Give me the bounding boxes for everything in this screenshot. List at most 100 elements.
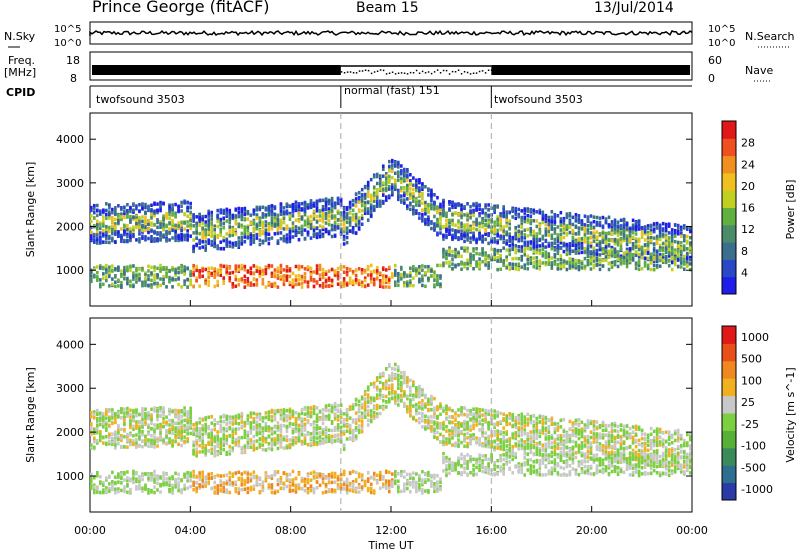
power-cell [433, 206, 436, 211]
power-cell [264, 220, 268, 224]
power-cell [649, 257, 653, 261]
power-cell [186, 214, 189, 218]
power-cell [198, 216, 201, 220]
power-cell [174, 233, 177, 237]
power-cell [652, 257, 656, 262]
power-cell [321, 232, 325, 237]
velocity-cell [174, 478, 177, 482]
power-cell [550, 263, 554, 268]
power-cell [96, 241, 99, 245]
power-cell [252, 283, 256, 287]
velocity-cell [192, 483, 195, 488]
power-cell [267, 281, 271, 286]
power-cell [186, 220, 189, 224]
power-cell [580, 243, 584, 248]
power-cell [517, 207, 521, 212]
power-cell [481, 240, 484, 244]
power-cell [228, 225, 232, 229]
velocity-cell [114, 491, 117, 495]
power-cell [562, 220, 566, 225]
power-cell [586, 236, 590, 241]
power-cell [628, 236, 632, 240]
power-cell [336, 197, 340, 201]
power-cell [336, 270, 340, 275]
power-cell [327, 269, 331, 273]
velocity-cell [189, 431, 192, 436]
velocity-cell [132, 427, 135, 432]
velocity-cell [144, 416, 147, 421]
velocity-cell [120, 416, 123, 420]
velocity-cell [162, 471, 165, 475]
power-cell [126, 208, 129, 213]
power-cell [547, 229, 551, 234]
power-cell [481, 210, 484, 215]
power-cell [297, 282, 301, 286]
power-cell [114, 206, 117, 210]
velocity-cell [177, 477, 180, 481]
power-cell [610, 254, 614, 258]
power-cell [553, 220, 557, 224]
power-cell [120, 217, 123, 222]
power-cell [144, 276, 147, 281]
power-cell [607, 261, 611, 266]
power-cell [303, 209, 307, 213]
velocity-cell [198, 484, 201, 488]
power-cell [556, 236, 560, 240]
velocity-cell [174, 410, 177, 414]
power-cell [273, 274, 277, 279]
velocity-cell [153, 473, 156, 478]
power-cell [195, 236, 198, 240]
power-cell [484, 211, 487, 216]
velocity-cell [141, 417, 144, 422]
velocity-cell [207, 435, 210, 439]
power-cell [685, 239, 689, 244]
power-cell [351, 203, 355, 207]
power-cell [670, 258, 674, 263]
velocity-cell [198, 421, 201, 425]
power-cell [499, 213, 502, 218]
power-cell [153, 281, 156, 286]
velocity-cell [93, 476, 96, 480]
power-cell [445, 225, 448, 229]
power-cell [682, 246, 686, 250]
power-cell [360, 197, 364, 201]
power-cell [430, 226, 433, 231]
power-cell [442, 255, 445, 259]
velocity-cell [192, 443, 195, 448]
power-cell [219, 266, 223, 271]
power-cell [297, 219, 301, 223]
velocity-cell [195, 423, 198, 427]
power-cell [547, 221, 551, 226]
power-cell [526, 240, 530, 245]
power-cell [276, 285, 280, 289]
power-cell [637, 247, 641, 252]
power-cell [535, 224, 539, 229]
velocity-cell [213, 439, 217, 443]
power-cell [138, 209, 141, 214]
power-cell [478, 203, 481, 208]
power-colorbar-tick: 12 [741, 223, 755, 236]
power-cell [213, 235, 217, 239]
power-cell [324, 197, 328, 202]
velocity-cell [225, 441, 229, 446]
velocity-cell [210, 486, 213, 491]
power-cell [541, 251, 545, 256]
power-cell [472, 202, 475, 206]
power-cell [186, 238, 189, 242]
power-cell [162, 274, 165, 279]
power-cell [213, 267, 217, 271]
velocity-cell [147, 432, 150, 436]
power-cell [366, 193, 370, 197]
power-cell [159, 266, 162, 271]
power-cell [99, 237, 102, 241]
velocity-cell [108, 482, 111, 486]
power-cell [378, 179, 382, 183]
velocity-cell [219, 423, 223, 428]
power-cell [300, 207, 304, 211]
power-cell [625, 247, 629, 252]
power-cell [463, 213, 466, 217]
power-cell [168, 212, 171, 217]
power-cell [240, 235, 244, 240]
power-cell [318, 210, 322, 214]
power-cell [234, 241, 238, 245]
